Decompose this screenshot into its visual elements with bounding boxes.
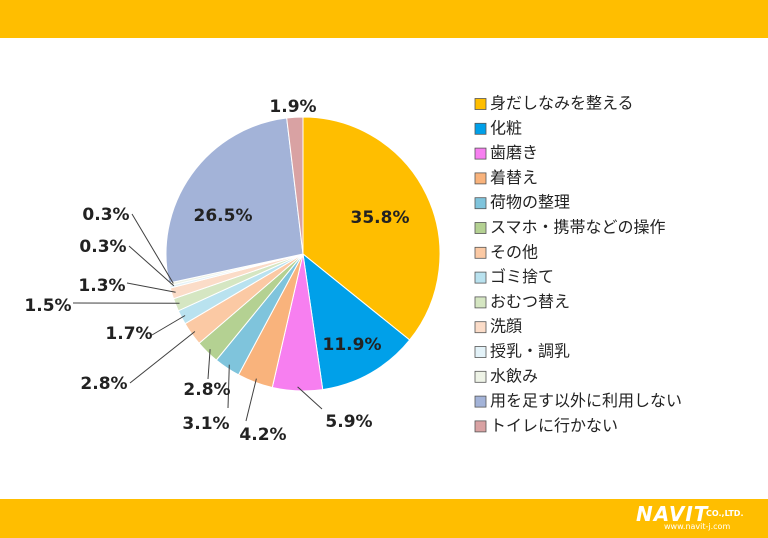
value-label-8: 1.5% (24, 296, 71, 316)
legend-swatch-11 (474, 370, 487, 383)
legend-label-3: 着替え (490, 168, 538, 187)
company-logo: NAVIT CO.,LTD. www.navit-j.com (636, 500, 766, 536)
leader-line-11 (131, 213, 174, 284)
legend-swatch-8 (474, 296, 487, 309)
pie-slices (165, 116, 441, 392)
leader-line-5 (207, 349, 211, 380)
leader-line-2 (297, 386, 323, 410)
value-label-5: 2.8% (183, 380, 230, 400)
legend-swatch-13 (474, 420, 487, 433)
legend-swatch-2 (474, 147, 487, 160)
bottom-banner (0, 499, 768, 538)
leader-line-6 (129, 331, 196, 384)
legend-label-6: その他 (490, 242, 538, 261)
pie-slice-12 (165, 117, 304, 284)
value-label-12: 26.5% (194, 206, 253, 226)
legend-label-2: 歯磨き (490, 143, 538, 162)
value-label-11: 0.3% (82, 205, 129, 225)
legend-swatch-5 (474, 222, 487, 234)
value-label-1: 11.9% (323, 335, 382, 355)
pie-slice-13 (286, 116, 304, 255)
legend-label-1: 化粧 (490, 118, 522, 137)
leader-line-9 (126, 282, 176, 293)
pie-slice-1 (302, 252, 411, 391)
legend-label-12: 用を足す以外に利用しない (490, 391, 682, 410)
legend-label-0: 身だしなみを整える (490, 94, 634, 113)
top-banner (0, 0, 768, 38)
legend-label-8: おむつ替え (490, 292, 570, 311)
leader-line-7 (151, 315, 186, 336)
legend-swatch-12 (474, 395, 487, 408)
legend-swatch-4 (474, 197, 487, 210)
value-label-7: 1.7% (105, 324, 152, 344)
value-label-10: 0.3% (79, 237, 126, 257)
legend-swatch-1 (474, 122, 487, 135)
legend-label-4: 荷物の整理 (490, 193, 570, 212)
legend-swatch-3 (474, 172, 487, 185)
value-label-13: 1.9% (269, 97, 316, 117)
legend-swatch-7 (474, 271, 487, 284)
logo-suffix: CO.,LTD. (706, 509, 744, 518)
value-label-9: 1.3% (78, 276, 125, 296)
value-label-0: 35.8% (351, 208, 410, 228)
value-label-6: 2.8% (80, 374, 127, 394)
value-labels: 35.8% 11.9% 5.9% 4.2% 3.1% 2.8% 2.8% 1.7% 1.5% 1.… (24, 97, 409, 445)
pie-chart: 35.8% 11.9% 5.9% 4.2% 3.1% 2.8% 2.8% 1.7% 1.5% 1.… (24, 94, 682, 446)
legend-swatch-10 (474, 346, 487, 358)
value-label-4: 3.1% (182, 414, 229, 434)
legend-label-7: ゴミ捨て (490, 267, 554, 286)
leader-line-4 (227, 364, 230, 409)
legend-swatch-9 (474, 321, 487, 334)
legend-label-11: 水飲み (490, 366, 538, 385)
leader-lines (72, 213, 323, 422)
legend-label-13: トイレに行かない (490, 416, 618, 435)
legend-swatch-0 (474, 98, 487, 110)
legend-label-9: 洗顔 (490, 317, 522, 336)
value-label-2: 5.9% (325, 412, 372, 432)
leader-line-3 (245, 378, 257, 422)
value-label-3: 4.2% (239, 425, 286, 445)
pie-slice-0 (302, 116, 441, 341)
legend-swatch-6 (474, 246, 487, 259)
logo-brand: NAVIT (636, 502, 709, 526)
legend: 身だしなみを整える化粧歯磨き着替え荷物の整理スマホ・携帯などの操作その他ゴミ捨て… (474, 94, 682, 435)
logo-url: www.navit-j.com (664, 522, 731, 531)
legend-label-10: 授乳・調乳 (490, 342, 570, 361)
leader-line-10 (128, 245, 175, 287)
legend-label-5: スマホ・携帯などの操作 (490, 218, 666, 237)
